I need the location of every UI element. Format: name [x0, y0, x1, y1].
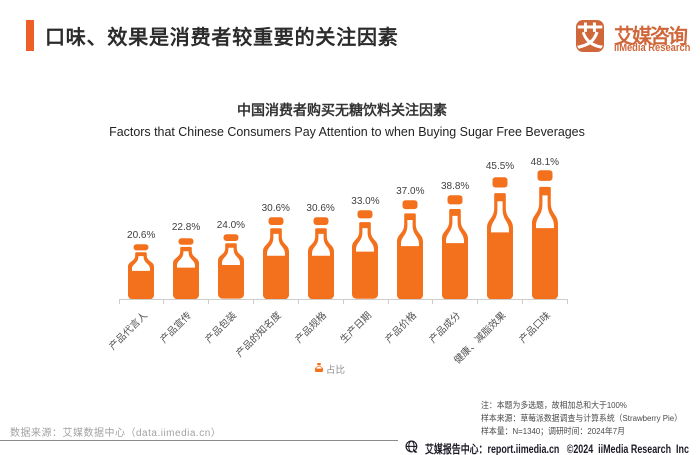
- svg-text:艾: 艾: [577, 22, 604, 52]
